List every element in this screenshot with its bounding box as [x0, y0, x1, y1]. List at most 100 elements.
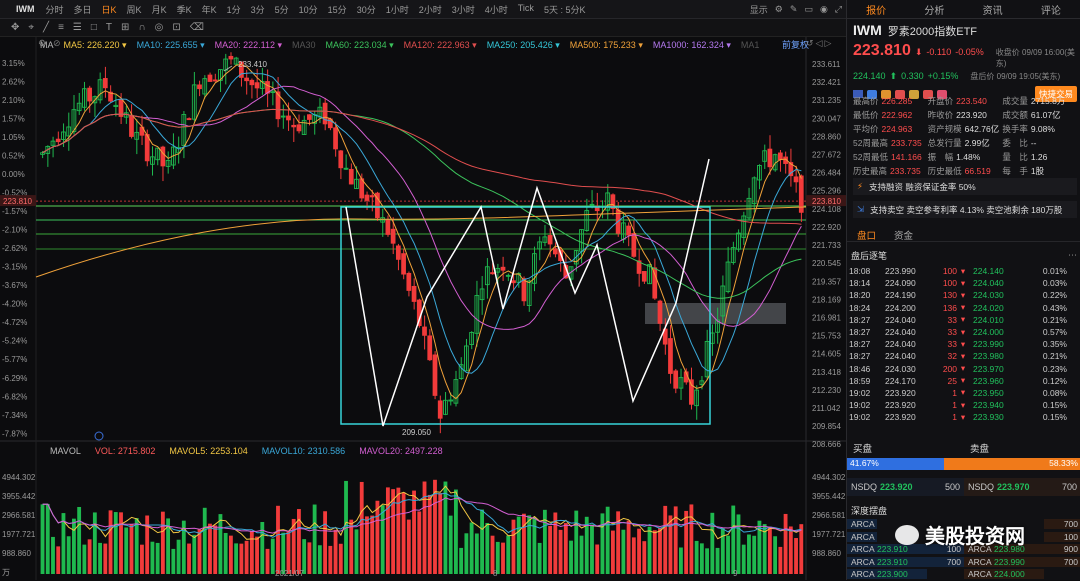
tick-direction-icon: ▾	[960, 338, 966, 349]
chart-nav-icons[interactable]: ↺◁▷	[806, 38, 834, 48]
timeframe-1[interactable]: 多日	[73, 4, 92, 15]
ma-legend-ma60[interactable]: MA60: 223.034 ▾	[325, 39, 394, 50]
settings-small-icon[interactable]: ⚙	[38, 38, 47, 48]
crosshair-icon[interactable]: ⌖	[28, 22, 35, 33]
line-tool-icon[interactable]: ╱	[43, 22, 50, 33]
stat-label: 平均价	[853, 124, 879, 134]
measure-tool-icon[interactable]: ⊞	[121, 22, 130, 33]
timeframe-8[interactable]: 3分	[250, 4, 265, 15]
quote-change: -0.110	[926, 47, 952, 57]
volume-bar	[689, 504, 694, 574]
kline-chart[interactable]: 3.15% 2.62% 2.10% 1.57% 1.05% 0.52% 0.00% -0.52…	[0, 37, 846, 580]
quote-tab-2[interactable]: 资讯	[982, 5, 1003, 17]
chart-icon[interactable]	[881, 89, 891, 99]
ma-legend-ma500[interactable]: MA500: 175.233 ▾	[569, 39, 643, 50]
tick-price: 224.190	[885, 290, 916, 301]
timeframe-6[interactable]: 年K	[201, 4, 217, 15]
ma-legend-ma10[interactable]: MA10: 225.655 ▾	[136, 39, 205, 50]
candle-body	[657, 300, 663, 324]
layout-icon[interactable]: ▭	[804, 4, 813, 14]
after-change: 0.330	[901, 71, 924, 81]
candle-body	[411, 285, 417, 302]
volume-bar	[495, 541, 500, 574]
depth-ask-price: 223.980	[994, 544, 1044, 555]
shape-tool-icon[interactable]: □	[90, 22, 97, 33]
favorite-icon[interactable]	[937, 89, 947, 99]
tick-time: 18:24	[849, 302, 871, 313]
more-icon[interactable]: ⋯	[1068, 250, 1077, 260]
ma-legend-ma20[interactable]: MA20: 222.112 ▾	[214, 39, 283, 50]
timeframe-16[interactable]: 4小时	[484, 4, 508, 15]
display-menu[interactable]: 显示	[749, 5, 768, 15]
quick-trade-button[interactable]: 快捷交易	[1034, 86, 1077, 102]
volume-bar	[584, 516, 589, 574]
tick-volume: 100	[942, 278, 957, 289]
timeframe-4[interactable]: 月K	[151, 4, 167, 15]
share-icon[interactable]	[909, 89, 919, 99]
tab-funds[interactable]: 资金	[894, 231, 914, 242]
tick-row: 18:27 224.040 33 ▾ 223.990 0.35%	[849, 338, 1079, 350]
volume-bar	[82, 544, 87, 574]
ma-legend-ma250[interactable]: MA250: 205.426 ▾	[486, 39, 560, 50]
quote-tab-3[interactable]: 评论	[1040, 5, 1061, 17]
volume-bar	[412, 490, 416, 574]
volume-bar	[469, 522, 474, 574]
ma-legend-ma1000[interactable]: MA1000: 162.324 ▾	[652, 39, 731, 50]
volume-bar	[710, 512, 715, 574]
star-icon[interactable]	[923, 89, 933, 99]
bell-icon[interactable]	[867, 89, 877, 99]
tick-volume: 1	[952, 400, 957, 411]
toolbar-symbol[interactable]: IWM	[16, 4, 35, 14]
timeframe-17[interactable]: Tick	[517, 2, 534, 13]
timeframe-7[interactable]: 1分	[226, 4, 241, 15]
news-icon[interactable]	[895, 89, 905, 99]
camera-icon[interactable]: ◉	[819, 4, 828, 14]
timeframe-11[interactable]: 15分	[327, 4, 347, 15]
timeframe-13[interactable]: 1小时	[385, 4, 409, 15]
volume-bar	[140, 544, 144, 574]
tab-orderbook[interactable]: 盘口	[857, 231, 877, 242]
timeframe-12[interactable]: 30分	[356, 4, 376, 15]
quote-tab-0[interactable]: 报价	[866, 5, 887, 17]
timeframe-14[interactable]: 2小时	[418, 4, 442, 15]
right-axis-label: 209.854	[812, 422, 841, 431]
left-axis-label: 0.00%	[2, 170, 25, 179]
quote-tab-1[interactable]: 分析	[924, 5, 945, 17]
timeframe-18[interactable]: 5天 : 5分K	[543, 4, 586, 15]
move-icon[interactable]: ✥	[11, 22, 20, 33]
left-axis-label: -7.34%	[2, 411, 27, 420]
pen-icon[interactable]: ✎	[789, 4, 798, 14]
adjust-mode[interactable]: 前复权	[782, 40, 810, 50]
depth-bid-exchange: ARCA	[847, 544, 877, 555]
volume-bar	[726, 535, 730, 574]
delete-icon[interactable]: ⌫	[189, 22, 204, 33]
timeframe-0[interactable]: 分时	[45, 4, 64, 15]
timeframe-9[interactable]: 5分	[274, 4, 289, 15]
tick-row: 18:24 224.200 136 ▾ 224.020 0.43%	[849, 302, 1079, 314]
candle-body	[333, 127, 338, 150]
volume-bar	[679, 547, 683, 574]
timeframe-3[interactable]: 周K	[126, 4, 142, 15]
fib-tool-icon[interactable]: ☰	[72, 22, 82, 33]
channel-tool-icon[interactable]: ≡	[58, 22, 64, 33]
lock-icon[interactable]: ⊡	[172, 22, 181, 33]
ma-legend-ma120[interactable]: MA120: 222.963 ▾	[403, 39, 477, 50]
ma-legend-ma5[interactable]: MA5: 226.220 ▾	[63, 39, 127, 50]
settings-icon[interactable]: ⚙	[774, 4, 783, 14]
ma-legend-ma30[interactable]: MA30	[292, 40, 316, 50]
timeframe-10[interactable]: 10分	[298, 4, 318, 15]
timeframe-15[interactable]: 3小时	[451, 4, 475, 15]
timeframe-5[interactable]: 季K	[176, 4, 192, 15]
volume-bar	[516, 516, 521, 574]
quote-name: 罗素2000指数ETF	[887, 26, 978, 38]
volume-bar	[694, 540, 699, 574]
depth-bid-exchange: ARCA	[847, 569, 877, 580]
hide-icon[interactable]: ⊘	[53, 38, 61, 48]
magnet-icon[interactable]: ∩	[138, 22, 146, 33]
timeframe-2[interactable]: 日K	[101, 4, 117, 15]
text-tool-icon[interactable]: T	[105, 22, 113, 33]
eye-icon[interactable]: ◎	[154, 22, 164, 33]
tick-time: 18:46	[849, 363, 871, 374]
expand-icon[interactable]: ⤢	[834, 4, 842, 14]
ma-legend-ma1[interactable]: MA1	[740, 40, 760, 50]
